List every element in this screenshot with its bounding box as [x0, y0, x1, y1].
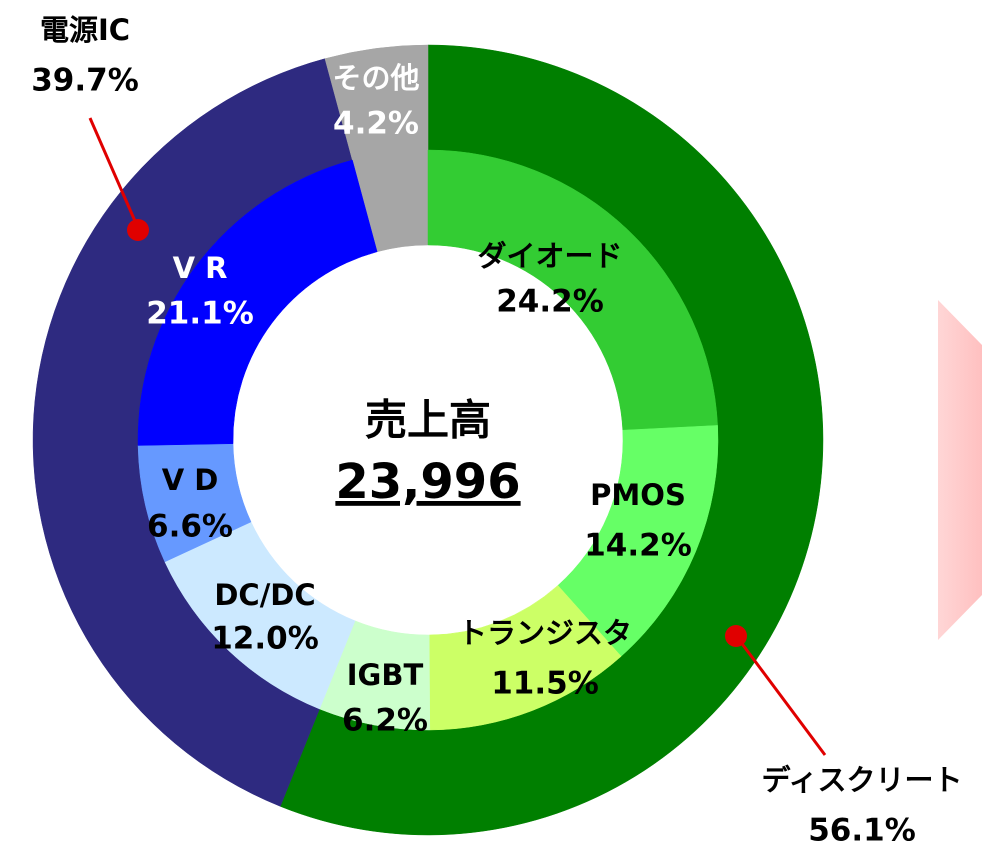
arrow-decoration	[938, 300, 982, 640]
value-label: 56.1%	[808, 813, 916, 849]
category-label: その他	[332, 61, 419, 95]
segments	[32, 44, 824, 836]
segment	[427, 149, 718, 431]
segment	[137, 159, 378, 446]
value-label: 24.2%	[496, 284, 604, 320]
center-value: 23,996	[335, 454, 520, 510]
leader-line	[88, 117, 140, 229]
leader-dot	[127, 219, 149, 241]
leader-line	[735, 636, 827, 756]
category-label: V R	[173, 251, 228, 285]
category-label: ディスクリート	[762, 763, 963, 797]
labels: ディスクリート 56.1% 電源IC 39.7% その他 4.2% ダイオード 24.2% PM…	[31, 13, 962, 849]
category-label: DC/DC	[214, 578, 315, 612]
segment	[557, 425, 719, 657]
category-label: PMOS	[590, 478, 686, 512]
value-label: 14.2%	[584, 528, 692, 564]
center-title: 売上高	[365, 396, 491, 445]
category-label: ダイオード	[477, 239, 622, 273]
value-label: 6.2%	[342, 703, 428, 739]
value-label: 4.2%	[333, 106, 419, 142]
leader-dot	[725, 625, 747, 647]
category-label: トランジスタ	[458, 616, 632, 650]
value-label: 6.6%	[147, 509, 233, 545]
category-label: IGBT	[347, 658, 424, 692]
category-label: 電源IC	[40, 13, 130, 47]
value-label: 12.0%	[211, 621, 319, 657]
value-label: 11.5%	[491, 666, 599, 702]
value-label: 39.7%	[31, 63, 139, 99]
segment	[324, 44, 429, 253]
value-label: 21.1%	[146, 296, 254, 332]
category-label: V D	[162, 463, 219, 497]
